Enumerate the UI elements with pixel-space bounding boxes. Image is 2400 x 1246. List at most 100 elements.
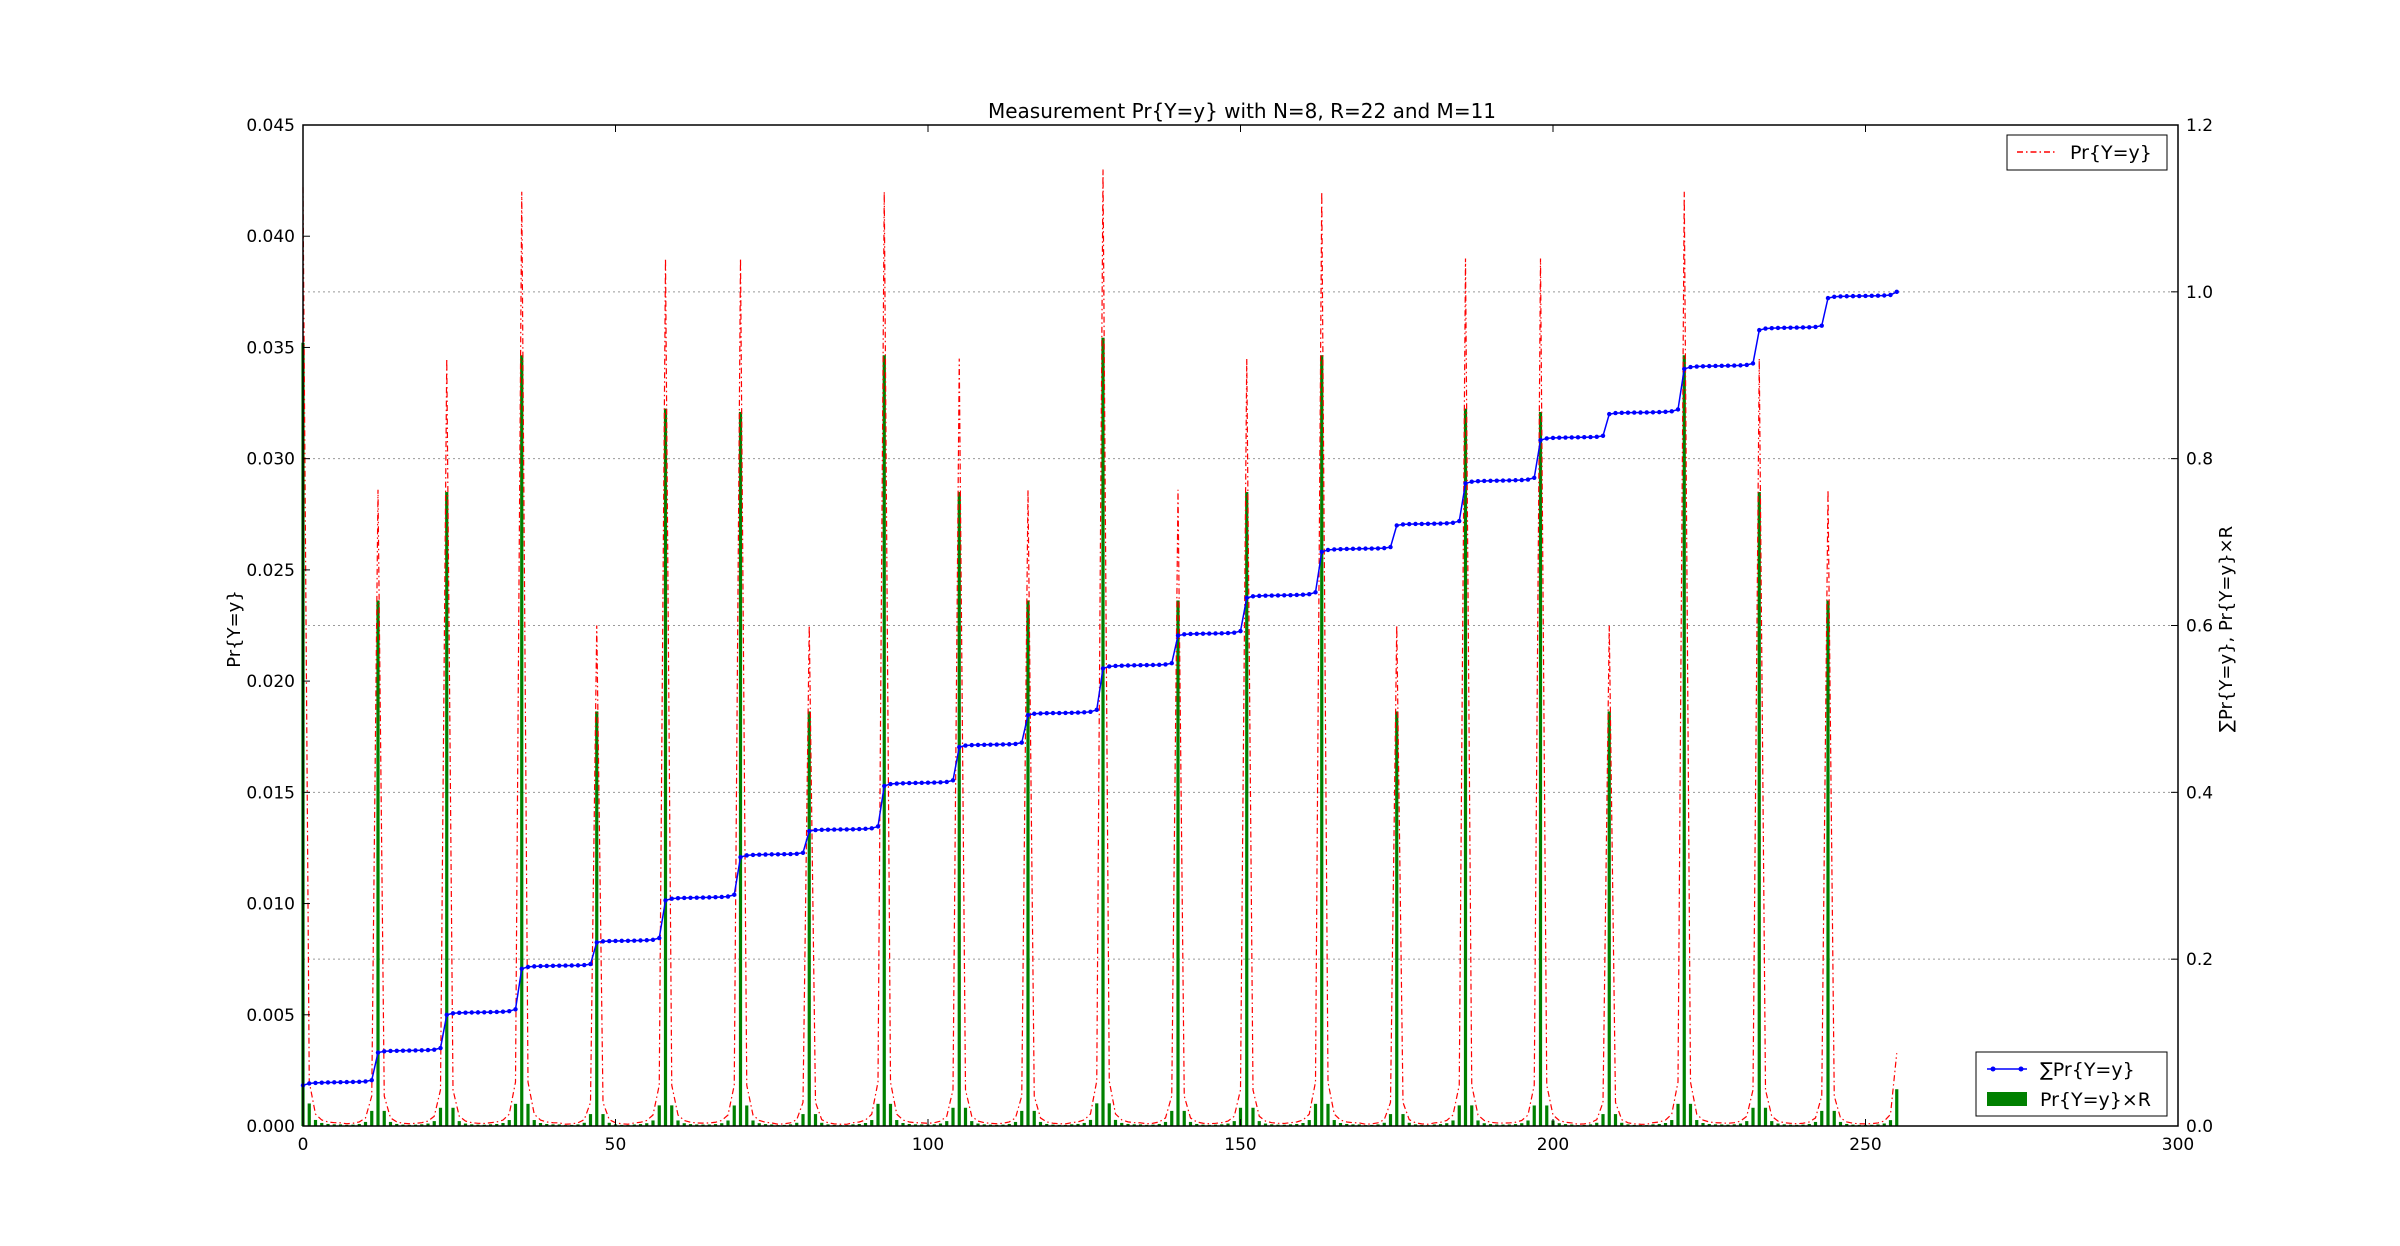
cumulative-point [1132,663,1137,668]
cumulative-point [1182,632,1187,637]
bar [970,1121,974,1126]
cumulative-point [563,963,568,968]
bar [676,1120,680,1126]
bar [1670,1120,1674,1126]
cumulative-point [663,898,668,903]
grid-layer [303,291,2178,960]
cumulative-point [988,742,993,747]
cumulative-point [1388,544,1393,550]
bar [1470,1105,1474,1126]
bar [551,1124,555,1126]
cumulative-point [638,938,643,943]
bar [1413,1124,1418,1126]
cumulative-point [1294,592,1299,598]
cumulative-point [1838,294,1843,299]
cumulative-point [982,742,987,747]
cumulative-point [413,1048,418,1053]
cumulative-point [1100,666,1106,671]
bar [1307,1120,1311,1126]
bar [320,1122,324,1126]
cumulative-point [1325,547,1331,553]
bar [1513,1124,1518,1126]
cumulative-point [432,1047,437,1052]
right-y-tick-label: 0.6 [2186,617,2213,637]
cumulative-point [1313,590,1318,595]
cumulative-point [900,781,906,786]
bar [370,1110,374,1126]
right-y-tick-label: 1.0 [2186,283,2213,303]
cumulative-point [782,852,787,857]
cumulative-point [1719,363,1724,369]
cumulative-point [794,851,799,856]
bar [420,1124,424,1126]
cumulative-point [582,962,587,968]
cumulative-point [1894,289,1899,295]
cumulative-point [494,1009,499,1015]
cumulative-point [719,894,724,900]
bar [432,1121,436,1126]
right-y-tick-label: 0.0 [2186,1117,2213,1137]
cumulative-point [332,1080,337,1085]
bar [1520,1123,1524,1126]
bar [1326,1103,1330,1126]
cumulative-point [363,1079,368,1084]
bar [1263,1123,1268,1126]
bar [1013,1121,1018,1126]
bar [338,1124,343,1126]
cumulative-point [1607,411,1612,417]
cumulative-point [1888,292,1893,298]
cumulative-point [388,1048,393,1054]
cumulative-point [569,963,574,968]
cumulative-point [1350,546,1356,552]
cumulative-point [357,1079,362,1084]
cumulative-point [657,935,662,941]
cumulative-point [682,895,687,901]
bar [907,1123,911,1126]
cumulative-point [469,1010,474,1015]
cumulative-point [1588,434,1593,440]
bar [1170,1110,1174,1126]
cumulative-point [619,938,624,944]
cumulative-point [644,938,649,943]
bar [538,1122,543,1126]
cumulative-point [1813,324,1818,330]
cumulative-point [1357,546,1362,551]
bar [507,1120,511,1126]
bar [1751,1107,1755,1126]
bar [1251,1107,1255,1126]
cumulative-point [1563,435,1568,440]
bar [976,1123,980,1126]
cumulative-point [1069,710,1074,715]
bar [801,1114,805,1126]
cumulative-point [1119,663,1124,668]
left-y-tick-label: 0.045 [246,116,295,136]
bar [863,1122,868,1126]
cumulative-point [475,1010,481,1015]
bar [870,1120,874,1126]
bar [607,1122,611,1126]
cumulative-point [1863,293,1868,299]
cumulative-point [1025,712,1031,718]
bar [638,1124,643,1126]
pr-line-layer [302,169,1898,1125]
bar [851,1124,855,1126]
cumulative-point [1550,435,1556,441]
cumulative-point [1375,546,1381,551]
cumulative-point [544,963,549,969]
cumulative-point [1844,294,1849,299]
bar [1007,1123,1011,1126]
cumulative-point [450,1011,456,1016]
bar [1101,337,1105,1126]
bar [1313,1103,1318,1126]
left-y-tick-label: 0.030 [246,450,295,470]
cumulative-point [894,781,899,786]
bar [1445,1123,1449,1126]
cumulative-point [1113,663,1118,669]
bar [376,600,380,1126]
chart-title: Measurement Pr{Y=y} with N=8, R=22 and M… [988,99,1496,123]
bar [395,1123,399,1126]
bar [1188,1121,1193,1126]
cumulative-point [1850,293,1856,299]
bar [932,1124,936,1126]
cumulative-point [1444,521,1449,526]
